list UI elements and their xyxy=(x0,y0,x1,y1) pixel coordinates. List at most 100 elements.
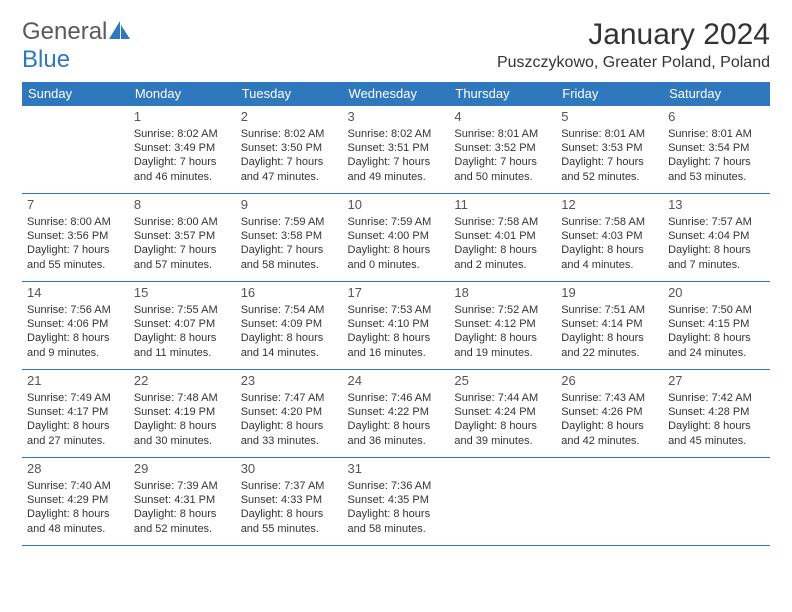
daylight-line: Daylight: 7 hours and 57 minutes. xyxy=(134,243,231,272)
day-number: 8 xyxy=(134,197,231,214)
calendar-day-cell xyxy=(22,106,129,194)
calendar-week-row: 1Sunrise: 8:02 AMSunset: 3:49 PMDaylight… xyxy=(22,106,770,194)
day-number: 4 xyxy=(454,109,551,126)
calendar-week-row: 7Sunrise: 8:00 AMSunset: 3:56 PMDaylight… xyxy=(22,194,770,282)
sunset-line: Sunset: 4:15 PM xyxy=(668,317,765,331)
sunrise-line: Sunrise: 7:58 AM xyxy=(454,215,551,229)
sunrise-line: Sunrise: 7:42 AM xyxy=(668,391,765,405)
daylight-line: Daylight: 7 hours and 58 minutes. xyxy=(241,243,338,272)
sail-icon xyxy=(109,21,131,39)
sunset-line: Sunset: 4:26 PM xyxy=(561,405,658,419)
sunrise-line: Sunrise: 7:37 AM xyxy=(241,479,338,493)
day-number: 10 xyxy=(348,197,445,214)
daylight-line: Daylight: 8 hours and 36 minutes. xyxy=(348,419,445,448)
calendar-day-cell: 15Sunrise: 7:55 AMSunset: 4:07 PMDayligh… xyxy=(129,282,236,370)
daylight-line: Daylight: 8 hours and 52 minutes. xyxy=(134,507,231,536)
sunrise-line: Sunrise: 8:02 AM xyxy=(348,127,445,141)
calendar-day-cell: 16Sunrise: 7:54 AMSunset: 4:09 PMDayligh… xyxy=(236,282,343,370)
month-title: January 2024 xyxy=(497,18,770,52)
sunrise-line: Sunrise: 8:01 AM xyxy=(454,127,551,141)
day-number: 27 xyxy=(668,373,765,390)
calendar-day-cell: 31Sunrise: 7:36 AMSunset: 4:35 PMDayligh… xyxy=(343,458,450,546)
calendar-day-cell xyxy=(663,458,770,546)
sunset-line: Sunset: 4:14 PM xyxy=(561,317,658,331)
calendar-day-cell: 11Sunrise: 7:58 AMSunset: 4:01 PMDayligh… xyxy=(449,194,556,282)
calendar-day-cell: 17Sunrise: 7:53 AMSunset: 4:10 PMDayligh… xyxy=(343,282,450,370)
sunset-line: Sunset: 3:53 PM xyxy=(561,141,658,155)
day-number: 26 xyxy=(561,373,658,390)
sunrise-line: Sunrise: 7:43 AM xyxy=(561,391,658,405)
daylight-line: Daylight: 8 hours and 45 minutes. xyxy=(668,419,765,448)
sunset-line: Sunset: 3:49 PM xyxy=(134,141,231,155)
daylight-line: Daylight: 8 hours and 9 minutes. xyxy=(27,331,124,360)
day-number: 16 xyxy=(241,285,338,302)
daylight-line: Daylight: 7 hours and 47 minutes. xyxy=(241,155,338,184)
sunset-line: Sunset: 4:28 PM xyxy=(668,405,765,419)
calendar-week-row: 28Sunrise: 7:40 AMSunset: 4:29 PMDayligh… xyxy=(22,458,770,546)
sunset-line: Sunset: 4:31 PM xyxy=(134,493,231,507)
calendar-day-cell: 21Sunrise: 7:49 AMSunset: 4:17 PMDayligh… xyxy=(22,370,129,458)
sunset-line: Sunset: 4:04 PM xyxy=(668,229,765,243)
calendar-day-cell xyxy=(449,458,556,546)
daylight-line: Daylight: 7 hours and 50 minutes. xyxy=(454,155,551,184)
sunrise-line: Sunrise: 7:55 AM xyxy=(134,303,231,317)
calendar-day-cell: 5Sunrise: 8:01 AMSunset: 3:53 PMDaylight… xyxy=(556,106,663,194)
sunset-line: Sunset: 4:09 PM xyxy=(241,317,338,331)
daylight-line: Daylight: 8 hours and 11 minutes. xyxy=(134,331,231,360)
day-number: 17 xyxy=(348,285,445,302)
sunrise-line: Sunrise: 7:40 AM xyxy=(27,479,124,493)
daylight-line: Daylight: 7 hours and 53 minutes. xyxy=(668,155,765,184)
daylight-line: Daylight: 8 hours and 7 minutes. xyxy=(668,243,765,272)
sunrise-line: Sunrise: 7:57 AM xyxy=(668,215,765,229)
title-block: January 2024 Puszczykowo, Greater Poland… xyxy=(497,18,770,72)
sunrise-line: Sunrise: 8:02 AM xyxy=(134,127,231,141)
calendar-day-cell: 6Sunrise: 8:01 AMSunset: 3:54 PMDaylight… xyxy=(663,106,770,194)
calendar-table: SundayMondayTuesdayWednesdayThursdayFrid… xyxy=(22,82,770,546)
daylight-line: Daylight: 8 hours and 27 minutes. xyxy=(27,419,124,448)
sunrise-line: Sunrise: 7:44 AM xyxy=(454,391,551,405)
sunset-line: Sunset: 4:20 PM xyxy=(241,405,338,419)
calendar-day-cell: 19Sunrise: 7:51 AMSunset: 4:14 PMDayligh… xyxy=(556,282,663,370)
day-header: Tuesday xyxy=(236,82,343,106)
daylight-line: Daylight: 8 hours and 30 minutes. xyxy=(134,419,231,448)
daylight-line: Daylight: 8 hours and 16 minutes. xyxy=(348,331,445,360)
calendar-day-cell: 12Sunrise: 7:58 AMSunset: 4:03 PMDayligh… xyxy=(556,194,663,282)
sunset-line: Sunset: 4:07 PM xyxy=(134,317,231,331)
calendar-day-cell: 10Sunrise: 7:59 AMSunset: 4:00 PMDayligh… xyxy=(343,194,450,282)
sunrise-line: Sunrise: 7:48 AM xyxy=(134,391,231,405)
daylight-line: Daylight: 8 hours and 55 minutes. xyxy=(241,507,338,536)
day-header: Sunday xyxy=(22,82,129,106)
day-number: 3 xyxy=(348,109,445,126)
calendar-day-cell: 4Sunrise: 8:01 AMSunset: 3:52 PMDaylight… xyxy=(449,106,556,194)
sunrise-line: Sunrise: 7:46 AM xyxy=(348,391,445,405)
sunset-line: Sunset: 3:51 PM xyxy=(348,141,445,155)
sunrise-line: Sunrise: 8:01 AM xyxy=(561,127,658,141)
header: General Blue January 2024 Puszczykowo, G… xyxy=(22,18,770,74)
calendar-day-cell: 18Sunrise: 7:52 AMSunset: 4:12 PMDayligh… xyxy=(449,282,556,370)
daylight-line: Daylight: 8 hours and 39 minutes. xyxy=(454,419,551,448)
sunset-line: Sunset: 3:54 PM xyxy=(668,141,765,155)
day-number: 21 xyxy=(27,373,124,390)
calendar-week-row: 21Sunrise: 7:49 AMSunset: 4:17 PMDayligh… xyxy=(22,370,770,458)
daylight-line: Daylight: 8 hours and 14 minutes. xyxy=(241,331,338,360)
day-number: 6 xyxy=(668,109,765,126)
brand-logo: General Blue xyxy=(22,18,131,74)
calendar-day-cell: 1Sunrise: 8:02 AMSunset: 3:49 PMDaylight… xyxy=(129,106,236,194)
calendar-day-cell: 30Sunrise: 7:37 AMSunset: 4:33 PMDayligh… xyxy=(236,458,343,546)
day-number: 30 xyxy=(241,461,338,478)
calendar-day-cell: 24Sunrise: 7:46 AMSunset: 4:22 PMDayligh… xyxy=(343,370,450,458)
sunset-line: Sunset: 3:56 PM xyxy=(27,229,124,243)
location: Puszczykowo, Greater Poland, Poland xyxy=(497,54,770,72)
sunset-line: Sunset: 4:01 PM xyxy=(454,229,551,243)
day-header: Friday xyxy=(556,82,663,106)
sunrise-line: Sunrise: 8:01 AM xyxy=(668,127,765,141)
daylight-line: Daylight: 8 hours and 0 minutes. xyxy=(348,243,445,272)
sunrise-line: Sunrise: 7:53 AM xyxy=(348,303,445,317)
day-number: 5 xyxy=(561,109,658,126)
day-number: 29 xyxy=(134,461,231,478)
calendar-header-row: SundayMondayTuesdayWednesdayThursdayFrid… xyxy=(22,82,770,106)
calendar-day-cell: 14Sunrise: 7:56 AMSunset: 4:06 PMDayligh… xyxy=(22,282,129,370)
day-number: 20 xyxy=(668,285,765,302)
sunset-line: Sunset: 3:52 PM xyxy=(454,141,551,155)
sunset-line: Sunset: 4:22 PM xyxy=(348,405,445,419)
